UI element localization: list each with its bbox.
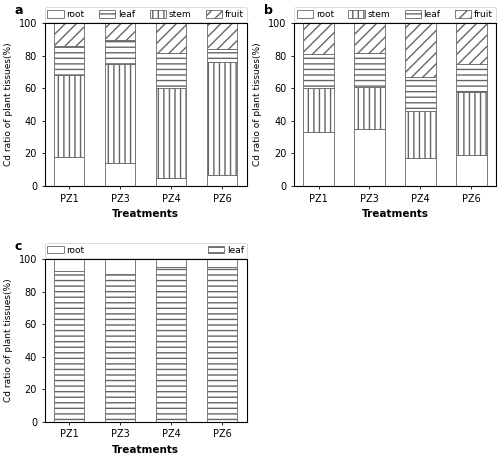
Bar bbox=[456, 92, 486, 155]
Bar bbox=[54, 75, 84, 157]
Bar bbox=[156, 53, 186, 89]
Bar bbox=[105, 39, 136, 64]
Bar bbox=[156, 178, 186, 186]
Bar bbox=[456, 64, 486, 92]
X-axis label: Treatments: Treatments bbox=[362, 209, 428, 219]
Bar bbox=[54, 23, 84, 46]
Bar bbox=[354, 87, 384, 129]
X-axis label: Treatments: Treatments bbox=[112, 445, 179, 455]
Bar bbox=[156, 267, 186, 422]
Text: a: a bbox=[14, 4, 23, 17]
Y-axis label: Cd ratio of plant tissues(%): Cd ratio of plant tissues(%) bbox=[254, 43, 262, 167]
Bar bbox=[105, 23, 136, 39]
Bar bbox=[156, 259, 186, 267]
Bar bbox=[405, 111, 436, 158]
Bar bbox=[207, 174, 238, 186]
Bar bbox=[354, 129, 384, 186]
Bar bbox=[405, 77, 436, 111]
Bar bbox=[405, 158, 436, 186]
Bar bbox=[354, 23, 384, 53]
Bar bbox=[303, 89, 334, 132]
Y-axis label: Cd ratio of plant tissues(%): Cd ratio of plant tissues(%) bbox=[4, 279, 13, 402]
Bar bbox=[456, 23, 486, 64]
Text: c: c bbox=[14, 240, 22, 253]
Bar bbox=[207, 62, 238, 174]
Bar bbox=[105, 259, 136, 274]
Bar bbox=[156, 89, 186, 178]
Bar bbox=[405, 23, 436, 77]
Bar bbox=[207, 259, 238, 267]
Bar bbox=[207, 267, 238, 422]
Bar bbox=[54, 259, 84, 270]
Bar bbox=[303, 54, 334, 89]
Y-axis label: Cd ratio of plant tissues(%): Cd ratio of plant tissues(%) bbox=[4, 43, 13, 167]
Bar bbox=[54, 157, 84, 186]
Bar bbox=[456, 155, 486, 186]
Legend: root, leaf: root, leaf bbox=[44, 243, 246, 257]
Bar bbox=[207, 23, 238, 50]
Bar bbox=[354, 53, 384, 87]
X-axis label: Treatments: Treatments bbox=[112, 209, 179, 219]
Bar bbox=[54, 270, 84, 422]
Bar bbox=[303, 132, 334, 186]
Bar bbox=[303, 23, 334, 54]
Bar bbox=[156, 23, 186, 53]
Text: b: b bbox=[264, 4, 272, 17]
Bar bbox=[54, 46, 84, 75]
Bar bbox=[105, 274, 136, 422]
Bar bbox=[207, 50, 238, 62]
Legend: root, leaf, stem, fruit: root, leaf, stem, fruit bbox=[44, 7, 246, 22]
Legend: root, stem, leaf, fruit: root, stem, leaf, fruit bbox=[294, 7, 496, 22]
Bar bbox=[105, 64, 136, 163]
Bar bbox=[105, 163, 136, 186]
